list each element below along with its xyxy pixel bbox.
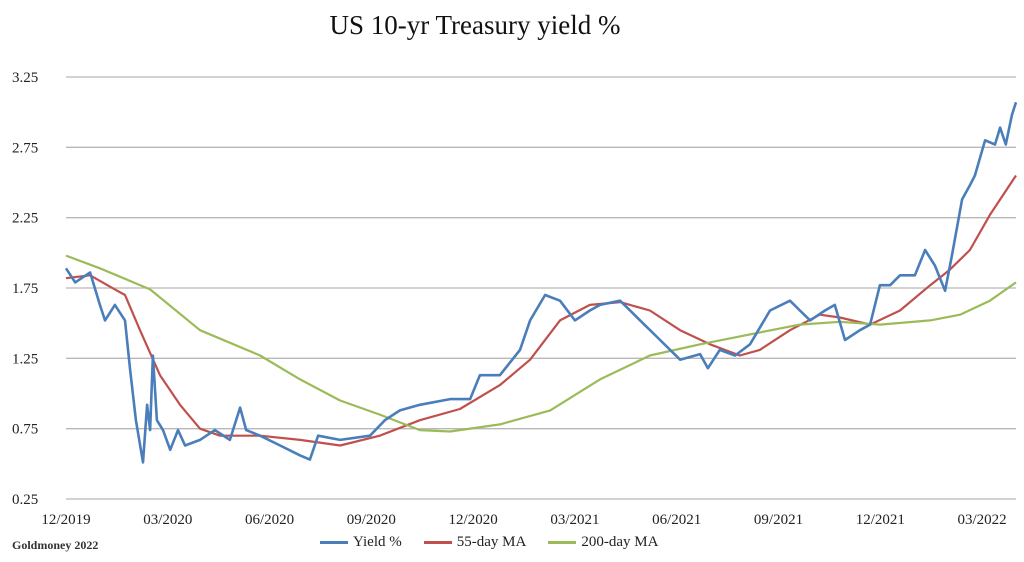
x-tick-label: 09/2021 — [754, 512, 803, 528]
x-tick-label: 03/2022 — [957, 512, 1006, 528]
x-tick-label: 12/2021 — [856, 512, 905, 528]
y-tick-label: 2.25 — [12, 211, 38, 227]
x-tick-label: 12/2020 — [449, 512, 498, 528]
legend-label: Yield % — [353, 534, 402, 550]
series-line-200-day-ma — [65, 254, 1017, 433]
series-line-yield- — [64, 101, 1018, 464]
legend-label: 55-day MA — [456, 534, 527, 550]
y-tick-label: 2.75 — [12, 140, 38, 156]
x-tick-label: 12/2019 — [41, 512, 90, 528]
x-tick-label: 06/2020 — [245, 512, 294, 528]
x-tick-label: 03/2020 — [143, 512, 192, 528]
series-line-55-day-ma — [65, 174, 1017, 447]
source-note: Goldmoney 2022 — [12, 538, 99, 552]
legend-swatch — [423, 541, 452, 544]
legend-label: 200-day MA — [581, 534, 659, 550]
y-tick-label: 3.25 — [12, 70, 38, 86]
y-tick-label: 1.25 — [12, 351, 38, 367]
x-tick-label: 06/2021 — [652, 512, 701, 528]
chart-title: US 10-yr Treasury yield % — [329, 10, 621, 40]
legend: Yield % 55-day MA 200-day MA — [320, 534, 658, 551]
y-tick-label: 0.75 — [12, 422, 38, 438]
y-tick-label: 0.25 — [12, 492, 38, 508]
legend-item-55-day-ma: 55-day MA — [423, 534, 527, 551]
legend-item-200-day-ma: 200-day MA — [548, 534, 658, 551]
legend-item-yield: Yield % — [320, 534, 402, 551]
legend-swatch — [548, 541, 577, 544]
y-tick-label: 1.75 — [12, 281, 38, 297]
x-tick-label: 09/2020 — [347, 512, 396, 528]
legend-swatch — [320, 541, 348, 544]
x-tick-label: 03/2021 — [550, 512, 599, 528]
